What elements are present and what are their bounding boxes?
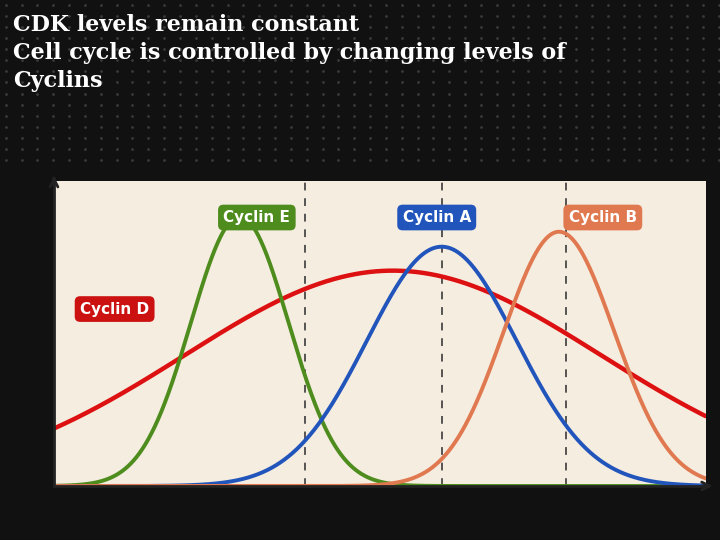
Text: G: G [120, 500, 132, 518]
Text: S Phase: S Phase [321, 500, 387, 518]
Text: Cyclin B: Cyclin B [569, 210, 637, 225]
Text: 1: 1 [133, 496, 140, 506]
Text: Cyclin A: Cyclin A [402, 210, 471, 225]
Text: Concentration: Concentration [9, 275, 27, 392]
Text: Mitosis: Mitosis [570, 500, 627, 518]
Text: Cyclin E: Cyclin E [223, 210, 290, 225]
Text: CDK levels remain constant
Cell cycle is controlled by changing levels of
Cyclin: CDK levels remain constant Cell cycle is… [13, 14, 566, 91]
Text: 2: 2 [498, 496, 505, 506]
Text: Cyclin D: Cyclin D [80, 301, 149, 316]
Text: Phase: Phase [142, 500, 192, 518]
Text: Phase: Phase [507, 500, 557, 518]
Text: G: G [484, 500, 497, 518]
